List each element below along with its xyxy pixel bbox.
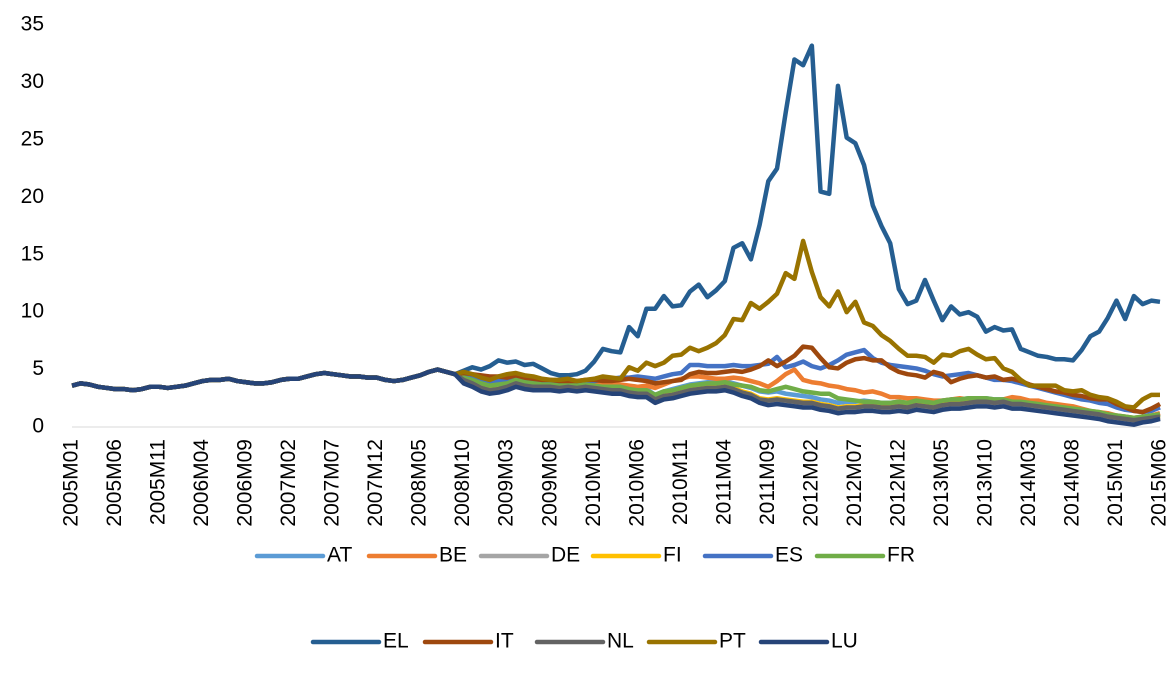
x-tick-label: 2013M05 [930,439,953,527]
legend-label: NL [607,630,634,653]
x-tick-label: 2009M08 [538,439,561,527]
legend-label: LU [831,630,858,653]
x-tick-label: 2014M08 [1061,439,1084,527]
y-tick-label: 35 [21,13,44,36]
x-tick-label: 2006M04 [190,439,213,527]
legend-label: AT [327,544,352,567]
legend-label: DE [551,544,580,567]
x-tick-label: 2013M10 [973,439,996,527]
x-tick-label: 2011M09 [756,439,779,525]
y-tick-label: 5 [32,357,44,380]
y-tick-label: 25 [21,127,44,150]
x-tick-label: 2008M10 [451,439,474,527]
legend-label: ES [775,544,803,567]
x-tick-label: 2015M06 [1148,439,1171,527]
x-tick-label: 2005M06 [103,439,126,527]
legend-label: BE [439,544,467,567]
x-tick-label: 2007M02 [277,439,300,527]
x-tick-label: 2009M03 [495,439,518,527]
legend-label: FR [887,544,915,567]
x-tick-label: 2005M01 [60,439,83,527]
y-tick-label: 10 [21,300,44,323]
series-line [71,367,1161,427]
legend-label: IT [495,630,514,653]
legend-label: EL [383,630,409,653]
x-tick-label: 2010M11 [669,439,692,525]
x-tick-label: 2008M05 [408,439,431,527]
x-tick-label: 2014M03 [1017,439,1040,527]
x-tick-label: 2010M01 [582,439,605,527]
y-tick-label: 0 [32,415,44,438]
x-tick-label: 2007M07 [321,439,344,527]
x-tick-label: 2010M06 [625,439,648,527]
x-tick-label: 2006M09 [234,439,257,527]
x-tick-label: 2011M04 [712,439,735,525]
x-tick-label: 2015M01 [1104,439,1127,527]
x-tick-label: 2012M02 [799,439,822,527]
y-tick-label: 30 [21,70,44,93]
y-tick-label: 15 [21,242,44,265]
x-tick-label: 2012M07 [843,439,866,527]
x-tick-label: 2012M12 [886,439,909,527]
legend-label: FI [663,544,682,567]
series-line [71,43,1161,393]
y-tick-label: 20 [21,185,44,208]
x-tick-label: 2007M12 [364,439,387,527]
legend-label: PT [719,630,746,653]
x-tick-label: 2005M11 [147,439,170,525]
